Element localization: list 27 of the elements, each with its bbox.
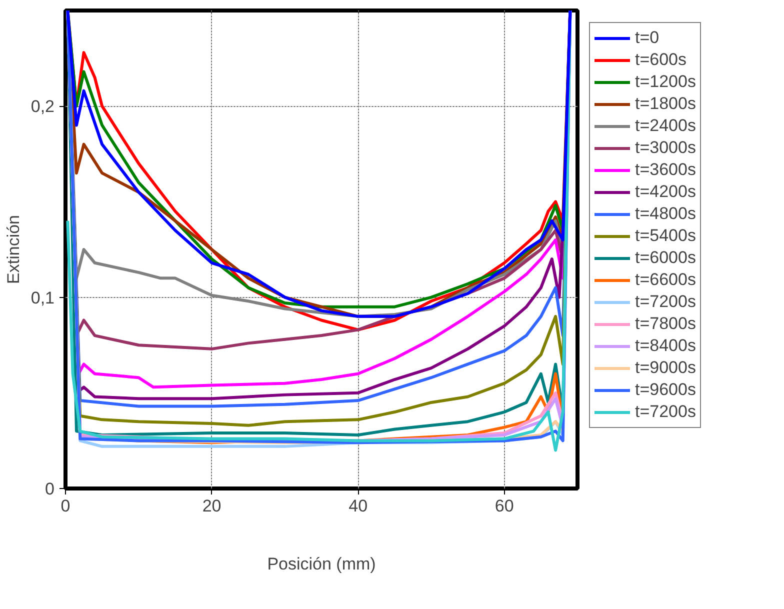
legend-label: t=8400s	[635, 335, 696, 357]
legend-label: t=7200s	[635, 401, 696, 423]
legend-label: t=2400s	[635, 115, 696, 137]
x-tick-label: 20	[202, 496, 222, 516]
y-tick-label: 0,1	[30, 288, 55, 308]
x-tick-label: 40	[348, 496, 368, 516]
legend-label: t=6600s	[635, 269, 696, 291]
legend-label: t=6000s	[635, 247, 696, 269]
legend-label: t=5400s	[635, 225, 696, 247]
legend-label: t=3000s	[635, 137, 696, 159]
y-tick-label: 0	[45, 480, 55, 498]
x-tick-label: 0	[60, 496, 70, 516]
legend-label: t=9000s	[635, 357, 696, 379]
legend-label: t=1800s	[635, 93, 696, 115]
y-tick-label: 0,2	[30, 97, 55, 116]
x-tick-label: 60	[494, 496, 514, 516]
legend-label: t=9600s	[635, 379, 696, 401]
legend-label: t=600s	[635, 49, 687, 71]
legend-label: t=1200s	[635, 71, 696, 93]
legend-label: t=4200s	[635, 181, 696, 203]
y-axis-title: Extinción	[4, 215, 23, 284]
legend-label: t=7200s	[635, 291, 696, 313]
legend-label: t=3600s	[635, 159, 696, 181]
legend-label: t=7800s	[635, 313, 696, 335]
legend-label: t=0	[635, 27, 660, 49]
x-axis-title: Posición (mm)	[267, 554, 376, 574]
legend-label: t=4800s	[635, 203, 696, 225]
